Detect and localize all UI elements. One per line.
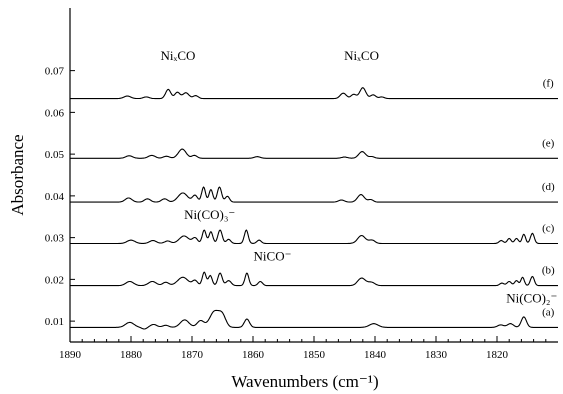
trace-line [70, 272, 558, 285]
axes [70, 8, 558, 342]
x-tick-label: 1860 [242, 349, 265, 361]
y-tick-label: 0.04 [45, 191, 65, 203]
trace-label: (f) [543, 78, 554, 90]
y-tick-label: 0.05 [45, 149, 65, 161]
x-tick-label: 1890 [59, 349, 82, 361]
x-axis-title: Wavenumbers (cm⁻¹) [231, 372, 378, 391]
trace-line [70, 88, 558, 99]
trace-line [70, 149, 558, 158]
x-tick-label: 1850 [303, 349, 326, 361]
peak-annotation: NiₓCO [161, 48, 196, 63]
peak-annotation: Ni(CO)₃⁻ [184, 207, 235, 222]
trace-label: (e) [542, 137, 555, 149]
trace-labels: (a) (b) (c) (d) (e) (f) [542, 78, 555, 319]
trace-line [70, 310, 558, 329]
y-tick-label: 0.02 [45, 274, 64, 286]
y-tick-label: 0.03 [45, 233, 65, 245]
annotations: NiₓCO NiₓCO Ni(CO)₃⁻ NiCO⁻ Ni(CO)₂⁻ [161, 48, 558, 305]
y-axis-title: Absorbance [8, 134, 27, 215]
x-ticks: 1890 1880 1870 1860 1850 1840 1830 1820 [59, 336, 546, 361]
trace-label: (a) [542, 306, 555, 318]
x-tick-label: 1830 [425, 349, 448, 361]
x-tick-label: 1820 [486, 349, 509, 361]
x-tick-label: 1880 [120, 349, 143, 361]
trace-label: (c) [542, 222, 555, 234]
trace-line [70, 187, 558, 202]
trace-label: (b) [542, 265, 555, 277]
trace-line [70, 230, 558, 243]
peak-annotation: NiₓCO [344, 48, 379, 63]
y-tick-label: 0.01 [45, 316, 64, 328]
peak-annotation: NiCO⁻ [254, 249, 292, 264]
trace-label: (d) [542, 181, 555, 193]
y-tick-label: 0.07 [45, 66, 65, 78]
x-tick-label: 1870 [181, 349, 204, 361]
peak-annotation: Ni(CO)₂⁻ [506, 290, 557, 305]
traces [70, 88, 558, 329]
y-tick-label: 0.06 [45, 107, 65, 119]
x-tick-label: 1840 [364, 349, 387, 361]
